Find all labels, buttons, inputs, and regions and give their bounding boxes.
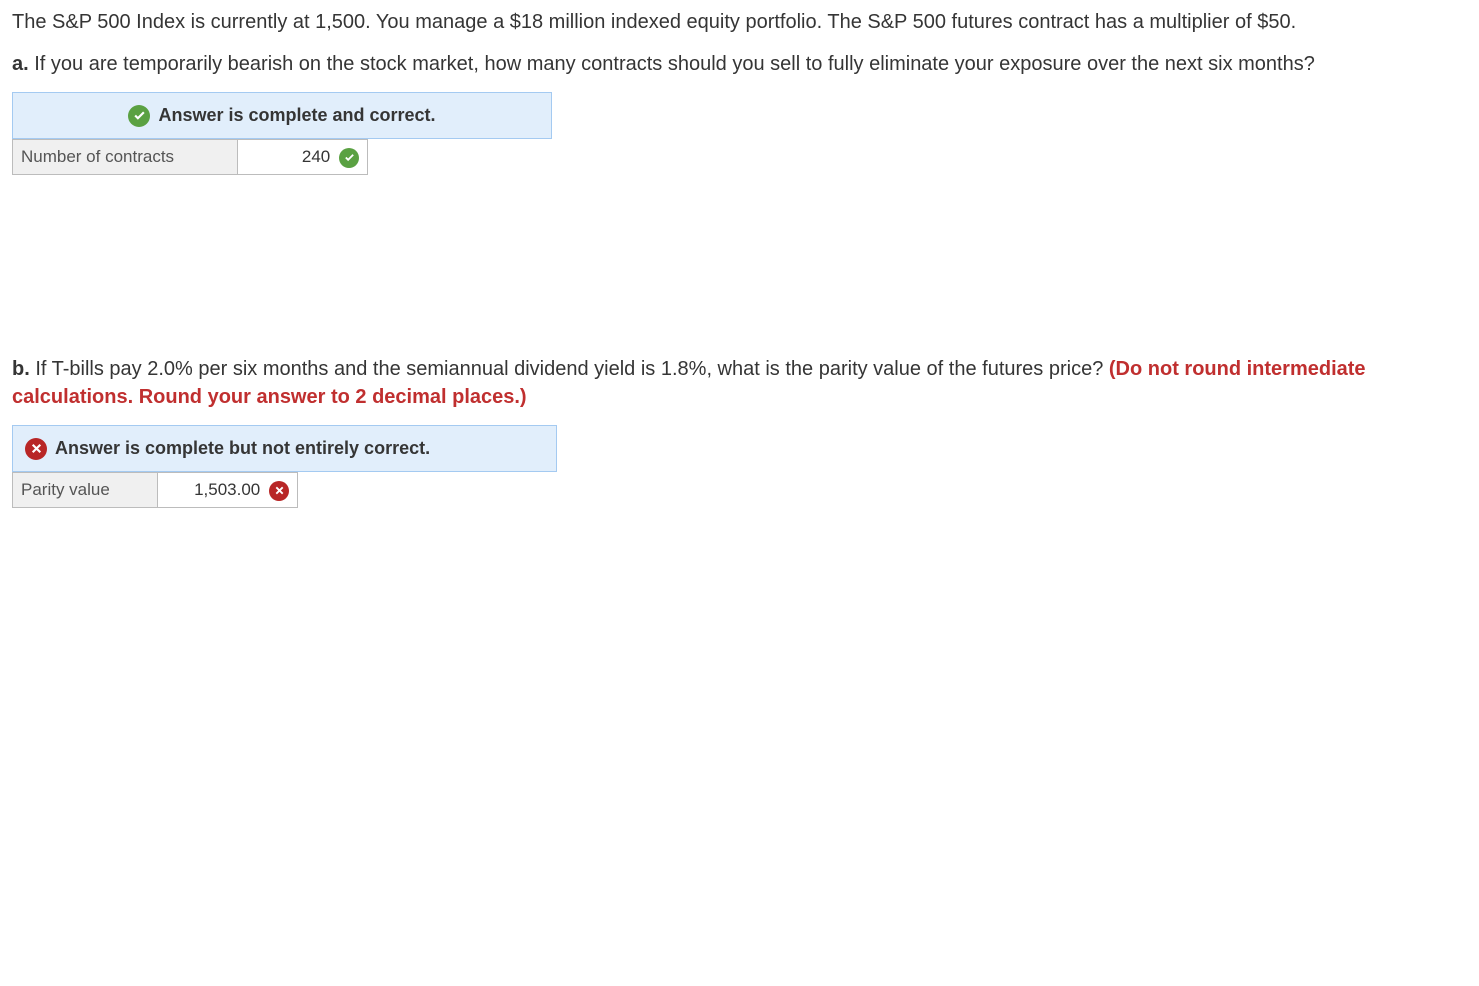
part-b-answer-value: 1,503.00 <box>194 480 260 499</box>
part-a-answer-table: Number of contracts 240 <box>12 139 368 175</box>
part-b-feedback: Answer is complete but not entirely corr… <box>12 425 557 472</box>
part-a-question-text: If you are temporarily bearish on the st… <box>34 53 1315 75</box>
part-a-answer-value-cell: 240 <box>238 140 368 175</box>
part-b-letter: b. <box>12 358 30 380</box>
x-icon <box>269 481 289 501</box>
check-icon <box>339 148 359 168</box>
part-a-answer-label: Number of contracts <box>13 140 238 175</box>
part-a-feedback: Answer is complete and correct. <box>12 92 552 139</box>
part-a-letter: a. <box>12 53 29 75</box>
part-a-feedback-text: Answer is complete and correct. <box>158 103 435 128</box>
table-row: Number of contracts 240 <box>13 140 368 175</box>
part-b-answer-label: Parity value <box>13 473 158 508</box>
check-icon <box>128 105 150 127</box>
part-b-answer-table: Parity value 1,503.00 <box>12 472 298 508</box>
part-b-answer-value-cell: 1,503.00 <box>158 473 298 508</box>
part-a-question: a. If you are temporarily bearish on the… <box>12 50 1467 78</box>
part-b-feedback-text: Answer is complete but not entirely corr… <box>55 436 430 461</box>
part-b-question: b. If T-bills pay 2.0% per six months an… <box>12 355 1467 411</box>
x-icon <box>25 438 47 460</box>
part-a-answer-value: 240 <box>302 147 330 166</box>
spacer <box>12 175 1467 355</box>
table-row: Parity value 1,503.00 <box>13 473 298 508</box>
intro-text: The S&P 500 Index is currently at 1,500.… <box>12 8 1467 36</box>
part-b-question-text: If T-bills pay 2.0% per six months and t… <box>35 358 1109 380</box>
